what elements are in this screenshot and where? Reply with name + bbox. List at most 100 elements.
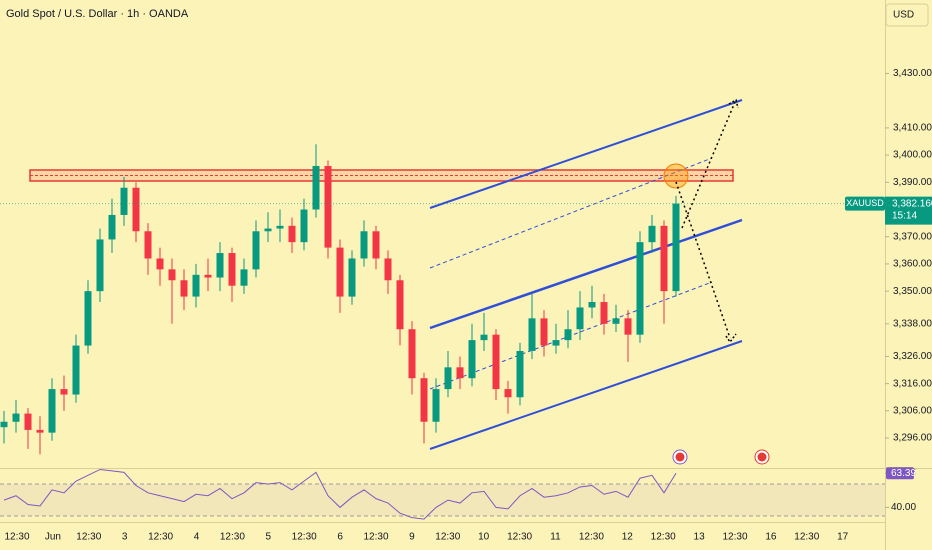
x-tick-label: 13 — [694, 532, 706, 543]
candle-body — [108, 214, 116, 240]
candle-body — [600, 302, 608, 324]
x-tick-label: 12:30 — [794, 532, 819, 543]
x-tick-label: 12:30 — [148, 532, 173, 543]
candle-body — [420, 378, 428, 422]
rsi-line — [3, 468, 677, 520]
candle-body — [516, 351, 524, 398]
candle-body — [648, 225, 656, 243]
candle-body — [612, 318, 620, 324]
candle-body — [372, 231, 380, 259]
x-tick-label: 10 — [478, 532, 490, 543]
arrow-head — [725, 333, 737, 344]
event-flag — [757, 452, 767, 462]
x-tick-label: 6 — [337, 532, 343, 543]
y-tick-label: 3,316.000 — [893, 378, 932, 389]
y-tick-label: 3,338.000 — [893, 318, 932, 329]
event-flag — [675, 452, 685, 462]
highlight-circle — [663, 163, 689, 189]
candle-body — [324, 165, 332, 248]
y-tick-label: 3,390.000 — [893, 177, 932, 188]
candle-body — [0, 421, 8, 428]
x-tick-label: 12:30 — [292, 532, 317, 543]
channel-bottom — [429, 340, 743, 450]
rsi-band — [0, 484, 885, 516]
x-tick-label: 12:30 — [507, 532, 532, 543]
candle-body — [576, 307, 584, 330]
symbol-label: XAUUSD — [846, 198, 884, 208]
candle-body — [264, 228, 272, 232]
x-tick-label: 12:30 — [651, 532, 676, 543]
candle-body — [300, 209, 308, 243]
candle-body — [492, 334, 500, 390]
candle-body — [540, 318, 548, 346]
candle-body — [276, 225, 284, 229]
candle-body — [144, 231, 152, 259]
x-tick-label: 4 — [194, 532, 200, 543]
x-tick-label: 12:30 — [220, 532, 245, 543]
candle-body — [312, 165, 320, 210]
candle-body — [228, 253, 236, 286]
channel-mid — [429, 218, 743, 330]
currency: USD — [893, 10, 914, 21]
x-tick-label: 12:30 — [76, 532, 101, 543]
candle-body — [252, 231, 260, 270]
candle-body — [468, 340, 476, 379]
candle-body — [96, 239, 104, 292]
candle-body — [120, 187, 128, 215]
x-tick-label: 3 — [122, 532, 128, 543]
candle-body — [396, 280, 404, 330]
candle-body — [564, 329, 572, 341]
x-tick-label: 12:30 — [722, 532, 747, 543]
channel-quarter — [429, 157, 713, 269]
arrow-head — [728, 98, 739, 109]
y-tick-label: 3,296.000 — [893, 433, 932, 444]
y-tick-label: 3,360.000 — [893, 259, 932, 270]
candle-body — [192, 274, 200, 297]
price-tag — [885, 196, 932, 225]
candle-body — [408, 329, 416, 379]
candle-body — [660, 225, 668, 292]
y-tick-label: 3,350.000 — [893, 286, 932, 297]
candle-body — [180, 280, 188, 297]
x-tick-label: Jun — [45, 532, 61, 543]
candle-body — [168, 269, 176, 281]
chart-title: Gold Spot / U.S. Dollar · 1h · OANDA — [6, 8, 189, 20]
y-tick-label: 3,430.000 — [893, 68, 932, 79]
currency-box[interactable] — [885, 3, 929, 27]
x-tick-label: 12:30 — [4, 532, 29, 543]
x-tick-label: 12:30 — [363, 532, 388, 543]
x-tick-label: 16 — [765, 532, 777, 543]
candle-body — [24, 413, 32, 430]
candle-body — [204, 274, 212, 278]
y-tick-label: 3,370.000 — [893, 231, 932, 242]
candle-body — [36, 429, 44, 433]
candle-body — [504, 389, 512, 398]
candle-body — [72, 345, 80, 395]
candle-body — [552, 340, 560, 346]
drawings — [29, 98, 770, 465]
candle-body — [360, 231, 368, 259]
candle-body — [348, 258, 356, 297]
y-tick-label: 3,400.000 — [893, 150, 932, 161]
candle-body — [672, 203, 680, 292]
candle-body — [84, 291, 92, 346]
y-tick-label: 3,410.000 — [893, 123, 932, 134]
price-label: 3,382.160 — [892, 198, 932, 209]
channel-top — [429, 99, 743, 209]
y-tick-label: 3,306.000 — [893, 406, 932, 417]
candle-body — [624, 318, 632, 335]
candle-body — [240, 269, 248, 286]
symbol-tag — [845, 196, 885, 211]
candle-body — [156, 258, 164, 270]
x-tick-label: 12:30 — [435, 532, 460, 543]
candle-body — [444, 367, 452, 390]
candle-body — [456, 367, 464, 379]
x-tick-label: 11 — [550, 532, 561, 543]
candle-body — [288, 225, 296, 243]
y-tick-label: 3,326.000 — [893, 351, 932, 362]
candle-body — [132, 187, 140, 232]
candle-body — [636, 242, 644, 335]
rsi-tick-box — [886, 467, 914, 480]
